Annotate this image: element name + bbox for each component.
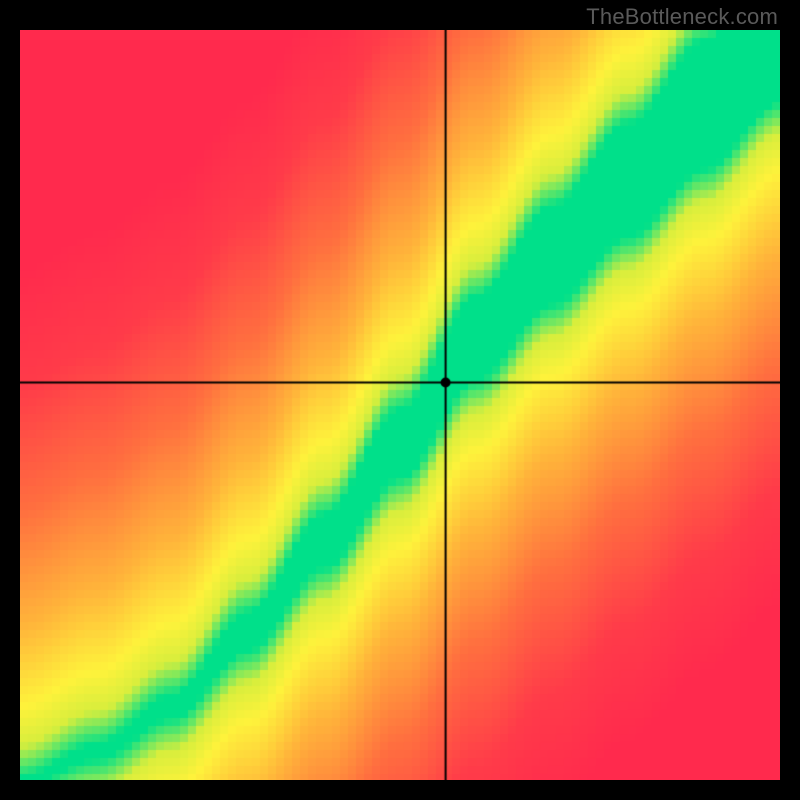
chart-container: { "watermark": { "text": "TheBottleneck.… (0, 0, 800, 800)
watermark-text: TheBottleneck.com (586, 4, 778, 30)
bottleneck-heatmap (20, 30, 780, 780)
